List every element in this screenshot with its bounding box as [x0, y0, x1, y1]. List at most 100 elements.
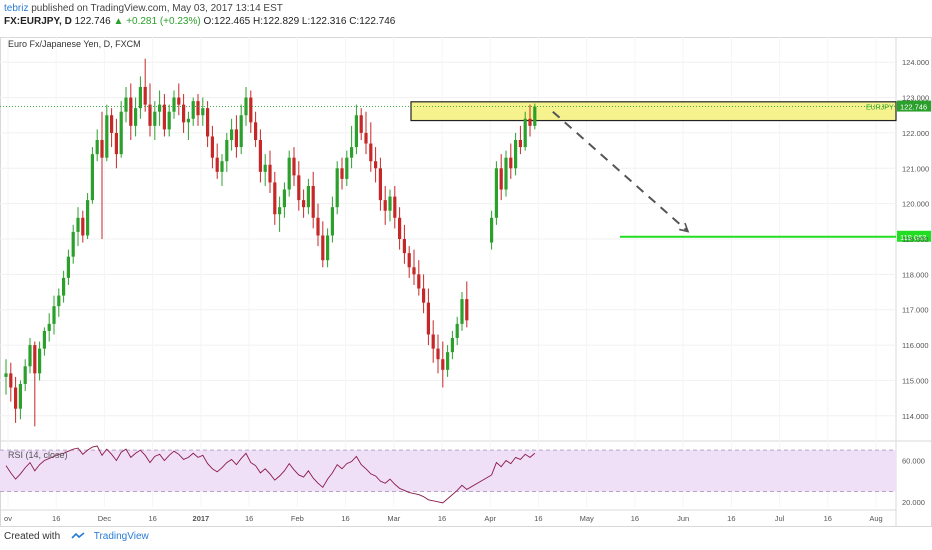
candle-body	[182, 104, 186, 123]
chart-area[interactable]: EURJPY 122.746 119.063 124.000 123.000 122.0…	[0, 37, 932, 527]
candle-body	[282, 189, 286, 208]
candle-body	[220, 161, 224, 172]
time-tick-label: Jun	[677, 514, 689, 523]
candle-body	[86, 200, 90, 236]
candle-body	[225, 140, 229, 162]
candle-body	[129, 97, 133, 126]
candle-body	[297, 175, 301, 201]
candle-body	[18, 383, 22, 409]
candle-body	[66, 256, 70, 278]
candle-body	[153, 111, 157, 126]
candle-body	[292, 157, 296, 176]
candle-body	[14, 387, 18, 409]
price-tick-label: 115.000	[902, 376, 929, 385]
candle-body	[210, 136, 214, 158]
published-text: published on TradingView.com, May 03, 20…	[31, 3, 283, 14]
publish-info: tebriz published on TradingView.com, May…	[4, 3, 283, 14]
candle-body	[215, 157, 219, 172]
price-tick-label: 123.000	[902, 94, 929, 103]
candle-body	[110, 115, 114, 133]
candle-body	[100, 140, 104, 158]
last-price-label: 122.746	[900, 103, 927, 112]
target-label: 119.063	[900, 233, 927, 242]
candle-body	[533, 106, 537, 126]
resistance-zone[interactable]	[410, 101, 897, 122]
time-tick-label: 16	[824, 514, 832, 523]
price-axis: 124.000 123.000 122.000 121.000 120.000 119.0…	[902, 58, 929, 507]
candle-body	[514, 140, 518, 169]
candle-body	[431, 334, 435, 349]
price-tick-label: 117.000	[902, 306, 929, 315]
candle-body	[359, 115, 363, 133]
candle-body	[494, 168, 498, 218]
time-tick-label: 16	[631, 514, 639, 523]
candle-body	[407, 253, 411, 268]
candle-body	[273, 182, 277, 215]
author-link[interactable]: tebriz	[4, 3, 29, 14]
candle-body	[191, 101, 195, 119]
candle-body	[268, 164, 272, 183]
price-tick-label: 118.000	[902, 270, 929, 279]
time-tick-label: Apr	[484, 514, 496, 523]
candle-body	[167, 111, 171, 130]
price-tick-label: 120.000	[902, 200, 929, 209]
candle-body	[398, 217, 402, 239]
candle-body	[426, 302, 430, 335]
candle-body	[330, 207, 334, 236]
rsi-title: RSI (14, close)	[8, 450, 68, 460]
projection-arrow-head	[679, 222, 690, 233]
candle-body	[388, 196, 392, 211]
candle-body	[509, 157, 513, 169]
candle-body	[340, 168, 344, 179]
candle-body	[254, 122, 258, 140]
candle-body	[177, 97, 181, 105]
target-badge	[897, 230, 931, 242]
candle-body	[38, 348, 42, 374]
candle-body	[119, 111, 123, 155]
candle-body	[105, 115, 109, 158]
tradingview-logo-icon	[71, 532, 85, 539]
candle-body	[499, 168, 503, 190]
candle-body	[465, 299, 469, 321]
candle-body	[412, 267, 416, 275]
price-tick-label: 116.000	[902, 341, 929, 350]
time-tick-label: Feb	[291, 514, 304, 523]
tradingview-brand[interactable]: TradingView	[93, 531, 149, 542]
candle-body	[455, 323, 459, 338]
candle-body	[95, 140, 99, 155]
time-tick-label: 16	[438, 514, 446, 523]
candle-body	[446, 352, 450, 370]
chart-svg[interactable]: EURJPY 122.746 119.063 124.000 123.000 122.0…	[0, 37, 932, 527]
candle-body	[71, 231, 75, 257]
time-tick-label: Jul	[775, 514, 785, 523]
time-tick-label: ov	[4, 514, 12, 523]
time-tick-label: Aug	[869, 514, 882, 523]
close-value: C:122.746	[349, 16, 396, 27]
candle-body	[249, 97, 253, 123]
zone-rect	[410, 101, 897, 122]
time-tick-label: May	[580, 514, 594, 523]
projection-arrow	[552, 110, 689, 233]
candle-body	[374, 161, 378, 169]
rsi-line	[5, 445, 536, 504]
candle-body	[62, 277, 66, 296]
price-tick-label: 119.000	[902, 235, 929, 244]
candle-body	[258, 140, 262, 172]
candle-body	[350, 147, 354, 158]
candle-body	[52, 306, 56, 324]
candle-body	[460, 299, 464, 324]
time-tick-label: Mar	[387, 514, 400, 523]
candle-body	[201, 108, 205, 116]
price-value: 122.746	[74, 16, 111, 27]
time-tick-label: Dec	[98, 514, 112, 523]
candle-body	[335, 168, 339, 208]
time-tick-label: 16	[341, 514, 349, 523]
candle-body	[306, 185, 310, 208]
last-price-badge	[897, 100, 931, 112]
rsi-band	[0, 450, 896, 492]
candle-body	[162, 104, 166, 130]
chart-title: Euro Fx/Japanese Yen, D, FXCM	[8, 39, 141, 49]
change-value: ▲ +0.281 (+0.23%)	[113, 16, 201, 27]
price-tick-label: 122.000	[902, 129, 929, 138]
candle-body	[263, 164, 267, 172]
